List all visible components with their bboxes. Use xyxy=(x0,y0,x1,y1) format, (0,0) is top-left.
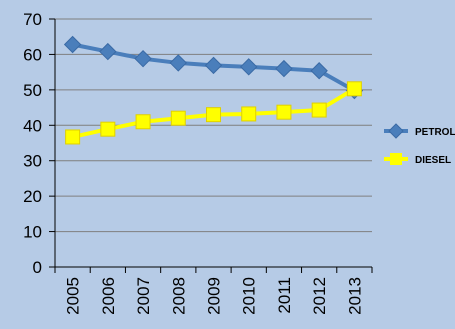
data-point-petrol xyxy=(99,42,117,61)
data-point-petrol xyxy=(169,54,187,72)
y-tick-label: 70 xyxy=(23,10,42,29)
x-tick-label: 2005 xyxy=(64,277,83,315)
data-point-diesel xyxy=(100,121,116,137)
data-point-diesel xyxy=(346,81,362,97)
x-tick-label: 2010 xyxy=(240,277,259,315)
data-point-diesel xyxy=(276,104,292,120)
legend-marker-diamond xyxy=(388,123,404,139)
data-point-petrol xyxy=(275,59,293,78)
x-tick-label: 2012 xyxy=(310,277,329,315)
y-tick-label: 0 xyxy=(33,258,42,277)
y-tick-label: 10 xyxy=(23,223,42,242)
data-point-diesel xyxy=(65,129,81,145)
y-tick-label: 60 xyxy=(23,45,42,64)
y-tick-label: 50 xyxy=(23,81,42,100)
x-tick-label: 2009 xyxy=(205,277,224,315)
y-tick-label: 40 xyxy=(23,116,42,135)
x-tick-label: 2006 xyxy=(99,277,118,315)
data-series xyxy=(63,35,364,145)
data-point-diesel xyxy=(135,114,151,130)
legend: PETROL DIESEL xyxy=(384,123,455,166)
data-point-petrol xyxy=(63,35,82,54)
data-point-petrol xyxy=(310,62,328,80)
legend-label: PETROL xyxy=(415,127,455,138)
x-tick-label: 2013 xyxy=(345,277,364,315)
data-point-diesel xyxy=(206,107,221,123)
x-tick-label: 2008 xyxy=(169,277,188,315)
data-point-diesel xyxy=(241,106,257,122)
legend-marker-square xyxy=(390,153,402,165)
y-tick-label: 30 xyxy=(23,152,42,171)
axes xyxy=(49,18,373,273)
x-tick-label: 2007 xyxy=(134,277,153,315)
data-point-petrol xyxy=(134,49,152,68)
data-point-diesel xyxy=(170,110,186,126)
data-point-diesel xyxy=(311,102,327,118)
data-point-petrol xyxy=(204,56,223,75)
y-axis-tick-labels: 0 10 20 30 40 50 60 70 xyxy=(23,10,42,277)
x-axis-tick-labels: 2005 2006 2007 2008 2009 2010 2011 2012 2013 xyxy=(64,277,365,315)
x-tick-label: 2011 xyxy=(275,277,294,314)
y-tick-label: 20 xyxy=(23,187,42,206)
legend-label: DIESEL xyxy=(415,155,451,166)
data-point-petrol xyxy=(240,58,258,76)
